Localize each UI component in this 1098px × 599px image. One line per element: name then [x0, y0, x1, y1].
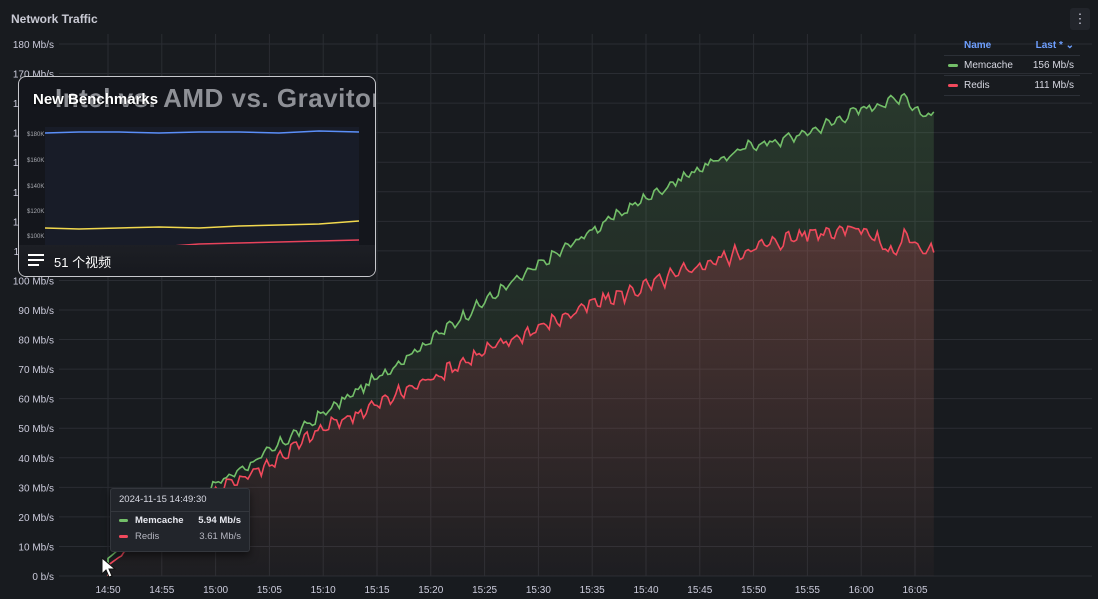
video-playlist-card[interactable]: Intel vs. AMD vs. Graviton $180K $160K $…: [18, 76, 376, 277]
video-count: 51 个视频: [54, 255, 112, 270]
tooltip-series-value: 3.61 Mb/s: [199, 531, 241, 542]
x-tick-label: 15:05: [257, 585, 282, 596]
legend-item-last: 156 Mb/s: [1032, 60, 1074, 71]
legend-item-last: 111 Mb/s: [1034, 80, 1074, 91]
y-tick-label: 80 Mb/s: [18, 336, 54, 347]
x-tick-label: 16:05: [902, 585, 927, 596]
tooltip-row-redis: Redis 3.61 Mb/s: [111, 528, 249, 544]
mouse-cursor-icon: [101, 557, 117, 578]
y-tick-label: 10 Mb/s: [18, 542, 54, 553]
video-card-footer: 51 个视频: [19, 245, 375, 276]
x-axis: 14:50 14:55 15:00 15:05 15:10 15:15 15:20 15:25…: [95, 585, 927, 596]
x-tick-label: 14:50: [95, 585, 120, 596]
video-card-title: New Benchmarks: [33, 91, 159, 108]
y-tick-label: 40 Mb/s: [18, 454, 54, 465]
series-line-memcache[interactable]: [107, 92, 935, 576]
hover-tooltip: 2024-11-15 14:49:30 Memcache 5.94 Mb/s R…: [110, 488, 250, 552]
x-tick-label: 15:40: [633, 585, 658, 596]
panel-menu-button[interactable]: ⋮: [1070, 8, 1090, 30]
legend-item-memcache[interactable]: Memcache 156 Mb/s: [944, 56, 1080, 76]
y-tick-label: 20 Mb/s: [18, 513, 54, 524]
series-line-redis[interactable]: [107, 225, 935, 576]
tooltip-series-name: Memcache: [135, 515, 184, 526]
thumbnail-ticks: $180K $160K $140K $120K $100K: [27, 132, 44, 240]
y-tick-label: 0 b/s: [32, 572, 54, 583]
legend-item-label: Redis: [964, 80, 990, 91]
vertical-ellipsis-icon: ⋮: [1073, 11, 1087, 26]
y-tick-label: 170 Mb/s: [13, 70, 54, 81]
x-tick-label: 15:50: [741, 585, 766, 596]
video-thumbnail-chart: $180K $160K $140K $120K $100K: [27, 127, 360, 250]
tooltip-series-name: Redis: [135, 531, 160, 542]
thumbnail-line-blue: [44, 130, 360, 134]
y-tick-label: 50 Mb/s: [18, 424, 54, 435]
legend-header: Name Last * ⌄: [944, 38, 1080, 56]
tooltip-series-value: 5.94 Mb/s: [198, 515, 241, 526]
x-tick-label: 16:00: [849, 585, 874, 596]
series-color-swatch: [948, 64, 958, 67]
x-tick-label: 15:00: [203, 585, 228, 596]
y-tick-label: 90 Mb/s: [18, 306, 54, 317]
thumbnail-tick: $100K: [27, 234, 44, 240]
series-color-swatch: [948, 84, 958, 87]
thumbnail-tick: $120K: [27, 209, 44, 215]
x-tick-label: 15:25: [472, 585, 497, 596]
x-tick-label: 15:10: [311, 585, 336, 596]
video-thumbnail-title: Intel vs. AMD vs. Graviton: [55, 83, 376, 113]
x-tick-label: 15:45: [687, 585, 712, 596]
thumbnail-tick: $180K: [27, 132, 44, 138]
series-color-swatch: [119, 519, 128, 522]
x-tick-label: 15:30: [526, 585, 551, 596]
tooltip-row-memcache: Memcache 5.94 Mb/s: [111, 512, 249, 528]
playlist-icon: [28, 254, 44, 266]
series-areas: [108, 93, 934, 577]
series-lines: [107, 92, 935, 576]
legend-name-header[interactable]: Name: [964, 40, 992, 51]
tooltip-timestamp: 2024-11-15 14:49:30: [111, 489, 249, 512]
y-tick-label: 60 Mb/s: [18, 395, 54, 406]
legend-last-header[interactable]: Last * ⌄: [1035, 40, 1074, 51]
legend-item-redis[interactable]: Redis 111 Mb/s: [944, 76, 1080, 96]
y-tick-label: 100 Mb/s: [13, 276, 54, 287]
legend-table: Name Last * ⌄ Memcache 156 Mb/s Redis 11…: [944, 38, 1080, 96]
x-tick-label: 14:55: [149, 585, 174, 596]
x-tick-label: 15:20: [418, 585, 443, 596]
thumbnail-line-yellow: [44, 220, 360, 230]
x-tick-label: 15:35: [580, 585, 605, 596]
legend-item-label: Memcache: [964, 60, 1013, 71]
thumbnail-tick: $160K: [27, 158, 44, 164]
y-tick-label: 180 Mb/s: [13, 40, 54, 51]
panel-title[interactable]: Network Traffic: [11, 12, 98, 26]
series-color-swatch: [119, 535, 128, 538]
series-area-redis: [108, 226, 934, 576]
y-tick-label: 30 Mb/s: [18, 483, 54, 494]
x-tick-label: 15:55: [795, 585, 820, 596]
x-tick-label: 15:15: [364, 585, 389, 596]
y-tick-label: 70 Mb/s: [18, 365, 54, 376]
thumbnail-tick: $140K: [27, 184, 44, 190]
